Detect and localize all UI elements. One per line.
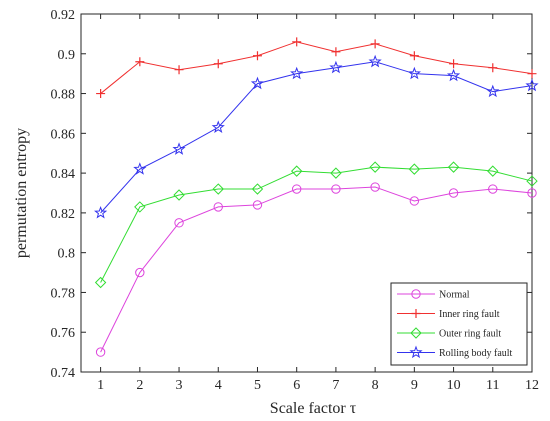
data-point-normal — [370, 182, 380, 192]
data-point-rolling-body-fault — [211, 120, 225, 133]
data-point-normal — [252, 200, 263, 210]
data-point-normal — [409, 196, 420, 206]
data-point-normal — [95, 347, 106, 357]
legend-label-outer-ring-fault: Outer ring fault — [439, 329, 501, 340]
legend-label-inner-ring-fault: Inner ring fault — [439, 309, 500, 320]
series-line-normal — [100, 186, 533, 353]
x-tick-label: 5 — [254, 378, 261, 393]
data-point-outer-ring-fault — [94, 276, 107, 289]
data-point-outer-ring-fault — [173, 189, 185, 201]
y-tick-label: 0.92 — [51, 8, 76, 23]
data-point-rolling-body-fault — [329, 60, 343, 74]
data-point-normal — [174, 218, 184, 228]
legend-marker-rolling-body-fault — [409, 345, 423, 359]
legend-marker-normal — [411, 289, 421, 299]
data-point-rolling-body-fault — [290, 66, 304, 80]
x-tick-label: 2 — [136, 378, 143, 393]
series-rolling-body-fault — [94, 54, 539, 219]
legend-box — [390, 282, 528, 366]
y-tick-label: 0.82 — [51, 207, 76, 222]
data-point-inner-ring-fault — [213, 59, 223, 69]
data-point-outer-ring-fault — [134, 201, 146, 213]
data-point-rolling-body-fault — [525, 78, 539, 92]
data-point-inner-ring-fault — [96, 89, 106, 99]
x-tick-label: 3 — [176, 378, 183, 393]
x-tick-label: 1 — [97, 378, 104, 393]
x-tick-label: 6 — [293, 378, 300, 393]
data-point-inner-ring-fault — [527, 69, 537, 79]
legend: Normal Inner ring fault Outer ring fault Ro… — [390, 282, 528, 366]
y-tick-label: 0.76 — [51, 326, 76, 341]
series-outer-ring-fault — [94, 161, 538, 289]
data-point-normal — [527, 188, 537, 198]
data-point-normal — [291, 184, 302, 194]
y-tick-label: 0.8 — [58, 247, 76, 262]
data-point-rolling-body-fault — [368, 54, 382, 68]
y-tick-label: 0.74 — [51, 366, 76, 381]
data-point-outer-ring-fault — [251, 183, 264, 195]
y-tick-label: 0.86 — [51, 127, 76, 142]
data-point-inner-ring-fault — [174, 65, 184, 75]
data-point-inner-ring-fault — [135, 57, 145, 67]
data-point-rolling-body-fault — [407, 66, 421, 80]
data-point-outer-ring-fault — [212, 183, 224, 195]
legend-marker-outer-ring-fault — [410, 327, 422, 339]
x-tick-label: 9 — [411, 378, 418, 393]
data-point-normal — [135, 267, 145, 278]
y-tick-label: 0.78 — [51, 286, 76, 301]
x-tick-label: 12 — [525, 378, 539, 393]
y-tick-label: 0.88 — [51, 88, 76, 103]
data-point-outer-ring-fault — [487, 165, 499, 177]
data-point-outer-ring-fault — [408, 163, 421, 175]
data-point-normal — [488, 184, 498, 194]
series-line-outer-ring-fault — [100, 166, 533, 283]
data-point-outer-ring-fault — [447, 161, 460, 173]
data-point-inner-ring-fault — [449, 59, 459, 69]
data-point-normal — [331, 184, 341, 194]
y-tick-label: 0.84 — [51, 167, 76, 182]
legend-label-rolling-body-fault: Rolling body fault — [439, 348, 513, 359]
data-point-outer-ring-fault — [526, 175, 538, 187]
data-point-rolling-body-fault — [446, 68, 461, 82]
legend-marker-inner-ring-fault — [411, 309, 421, 318]
data-point-normal — [213, 202, 223, 212]
data-point-inner-ring-fault — [292, 37, 302, 47]
series-normal — [95, 182, 537, 357]
data-point-outer-ring-fault — [369, 161, 381, 173]
x-tick-label: 11 — [486, 378, 499, 393]
x-tick-label: 8 — [372, 378, 379, 393]
data-point-rolling-body-fault — [172, 142, 186, 155]
data-point-inner-ring-fault — [252, 51, 262, 61]
data-point-inner-ring-fault — [409, 51, 419, 61]
x-tick-label: 10 — [447, 378, 461, 393]
series-line-inner-ring-fault — [100, 41, 533, 94]
data-point-inner-ring-fault — [488, 63, 498, 73]
x-tick-label: 7 — [332, 378, 339, 393]
data-point-inner-ring-fault — [331, 47, 341, 57]
series-layer — [94, 37, 539, 357]
data-point-rolling-body-fault — [250, 76, 265, 90]
data-point-outer-ring-fault — [290, 165, 303, 177]
series-line-rolling-body-fault — [100, 61, 533, 214]
y-axis-label: permutation entropy — [13, 128, 30, 258]
y-tick-label: 0.9 — [58, 48, 76, 63]
data-point-rolling-body-fault — [94, 205, 108, 219]
legend-label-normal: Normal — [439, 290, 470, 301]
x-axis-label: Scale factor τ — [270, 400, 357, 417]
x-tick-label: 4 — [215, 378, 222, 393]
data-point-rolling-body-fault — [133, 162, 147, 175]
data-point-normal — [448, 188, 459, 198]
data-point-rolling-body-fault — [486, 84, 500, 98]
data-point-outer-ring-fault — [330, 167, 342, 179]
plot-area: 1 2 3 4 5 6 7 8 9 10 11 120.740.760.780.80.820.840.… — [51, 8, 540, 393]
data-point-inner-ring-fault — [370, 39, 380, 49]
series-inner-ring-fault — [96, 37, 537, 99]
